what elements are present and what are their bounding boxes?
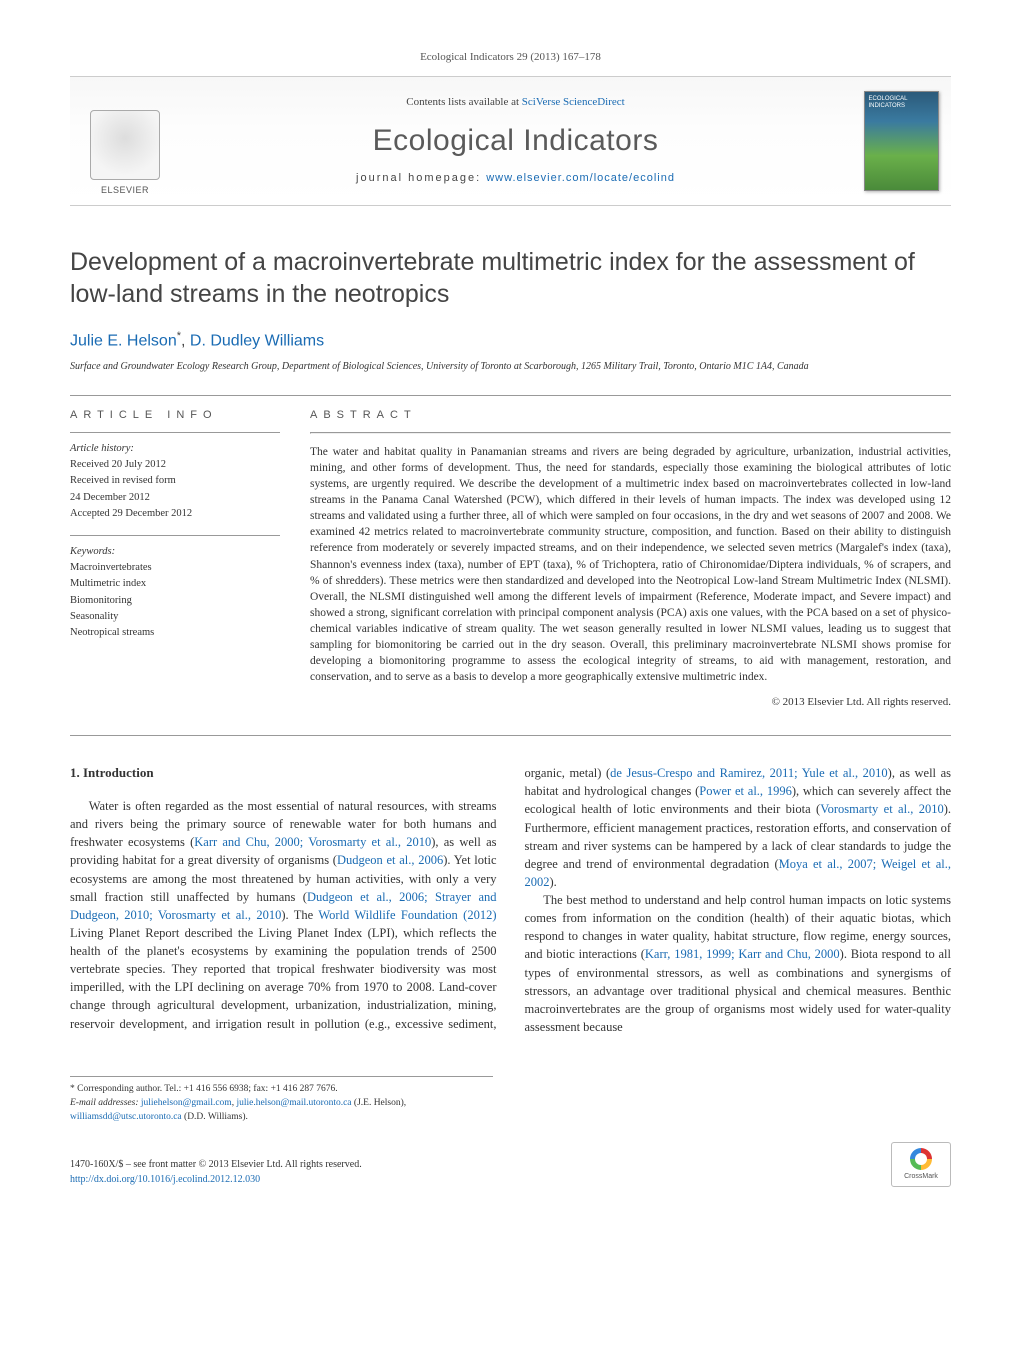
keywords-block: Keywords: Macroinvertebrates Multimetric…: [70, 544, 280, 640]
abstract-heading: ABSTRACT: [310, 408, 951, 424]
corresponding-author-footnote: * Corresponding author. Tel.: +1 416 556…: [70, 1076, 493, 1124]
elsevier-tree-icon: [90, 110, 160, 180]
abstract-copyright: © 2013 Elsevier Ltd. All rights reserved…: [310, 695, 951, 711]
email-label: E-mail addresses:: [70, 1098, 141, 1108]
divider: [70, 395, 951, 396]
journal-header: ELSEVIER Contents lists available at Sci…: [70, 76, 951, 206]
issn-line: 1470-160X/$ – see front matter © 2013 El…: [70, 1158, 362, 1173]
elsevier-logo[interactable]: ELSEVIER: [85, 97, 165, 197]
contents-prefix: Contents lists available at: [406, 96, 521, 108]
abstract-text: The water and habitat quality in Panaman…: [310, 444, 951, 685]
doi-link[interactable]: http://dx.doi.org/10.1016/j.ecolind.2012…: [70, 1174, 260, 1185]
history-item: Received in revised form: [70, 473, 280, 488]
journal-reference-link[interactable]: Ecological Indicators 29 (2013) 167–178: [420, 51, 601, 63]
divider: [310, 432, 951, 434]
contents-available-line: Contents lists available at SciVerse Sci…: [180, 95, 851, 111]
email-link[interactable]: juliehelson@gmail.com: [141, 1098, 232, 1108]
publisher-logo-block: ELSEVIER: [70, 77, 180, 205]
email-line: E-mail addresses: juliehelson@gmail.com,…: [70, 1097, 493, 1125]
keywords-label: Keywords:: [70, 544, 280, 559]
email-link[interactable]: williamsdd@utsc.utoronto.ca: [70, 1112, 182, 1122]
page-footer: 1470-160X/$ – see front matter © 2013 El…: [70, 1142, 951, 1187]
homepage-line: journal homepage: www.elsevier.com/locat…: [180, 171, 851, 187]
citation-link[interactable]: Karr, 1981, 1999; Karr and Chu, 2000: [645, 947, 840, 961]
keyword: Macroinvertebrates: [70, 560, 280, 575]
sciencedirect-link[interactable]: SciVerse ScienceDirect: [522, 96, 625, 108]
history-item: Accepted 29 December 2012: [70, 506, 280, 521]
crossmark-label: CrossMark: [904, 1172, 938, 1182]
citation-link[interactable]: Vorosmarty et al., 2010: [820, 802, 944, 816]
crossmark-badge[interactable]: CrossMark: [891, 1142, 951, 1187]
divider: [70, 535, 280, 536]
citation-link[interactable]: Karr and Chu, 2000; Vorosmarty et al., 2…: [194, 835, 431, 849]
journal-reference: Ecological Indicators 29 (2013) 167–178: [70, 50, 951, 66]
corr-author-line: * Corresponding author. Tel.: +1 416 556…: [70, 1083, 493, 1097]
affiliation: Surface and Groundwater Ecology Research…: [70, 360, 951, 375]
journal-cover-thumbnail[interactable]: [864, 91, 939, 191]
citation-link[interactable]: de Jesus-Crespo and Ramirez, 2011; Yule …: [610, 766, 888, 780]
citation-link[interactable]: Moya et al., 2007; Weigel et al., 2002: [525, 857, 951, 889]
article-title: Development of a macroinvertebrate multi…: [70, 246, 951, 311]
crossmark-icon: [910, 1148, 932, 1170]
history-label: Article history:: [70, 441, 280, 456]
citation-link[interactable]: Dudgeon et al., 2006: [337, 853, 443, 867]
citation-link[interactable]: Power et al., 1996: [699, 784, 792, 798]
history-item: 24 December 2012: [70, 490, 280, 505]
section-1-heading: 1. Introduction: [70, 764, 497, 783]
publisher-name: ELSEVIER: [101, 184, 149, 197]
citation-link[interactable]: World Wildlife Foundation (2012): [318, 908, 496, 922]
divider: [70, 735, 951, 736]
article-info-column: ARTICLE INFO Article history: Received 2…: [70, 408, 280, 711]
homepage-prefix: journal homepage:: [356, 172, 486, 184]
author-1[interactable]: Julie E. Helson: [70, 332, 177, 349]
article-history: Article history: Received 20 July 2012 R…: [70, 441, 280, 521]
article-info-heading: ARTICLE INFO: [70, 408, 280, 424]
authors: Julie E. Helson*, D. Dudley Williams: [70, 329, 951, 353]
keyword: Neotropical streams: [70, 625, 280, 640]
divider: [70, 432, 280, 433]
history-item: Received 20 July 2012: [70, 457, 280, 472]
email-link[interactable]: julie.helson@mail.utoronto.ca: [236, 1098, 351, 1108]
body-text: 1. Introduction Water is often regarded …: [70, 764, 951, 1036]
journal-name: Ecological Indicators: [180, 119, 851, 163]
keyword: Multimetric index: [70, 576, 280, 591]
keyword: Biomonitoring: [70, 593, 280, 608]
author-2[interactable]: D. Dudley Williams: [190, 332, 324, 349]
body-paragraph: The best method to understand and help c…: [525, 891, 952, 1036]
keyword: Seasonality: [70, 609, 280, 624]
email-attribution: (D.D. Williams).: [182, 1112, 248, 1122]
abstract-column: ABSTRACT The water and habitat quality i…: [310, 408, 951, 711]
homepage-link[interactable]: www.elsevier.com/locate/ecolind: [486, 172, 675, 184]
email-attribution: (J.E. Helson),: [352, 1098, 407, 1108]
